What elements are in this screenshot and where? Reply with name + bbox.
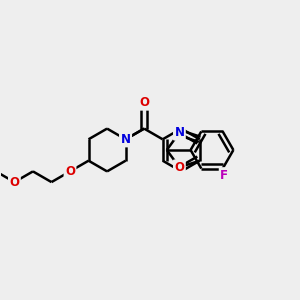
- Text: O: O: [65, 165, 75, 178]
- Text: O: O: [174, 161, 184, 174]
- Text: N: N: [121, 133, 130, 146]
- Text: O: O: [9, 176, 20, 189]
- Text: O: O: [139, 96, 149, 109]
- Text: N: N: [121, 133, 130, 146]
- Text: F: F: [220, 169, 228, 182]
- Text: N: N: [174, 126, 184, 139]
